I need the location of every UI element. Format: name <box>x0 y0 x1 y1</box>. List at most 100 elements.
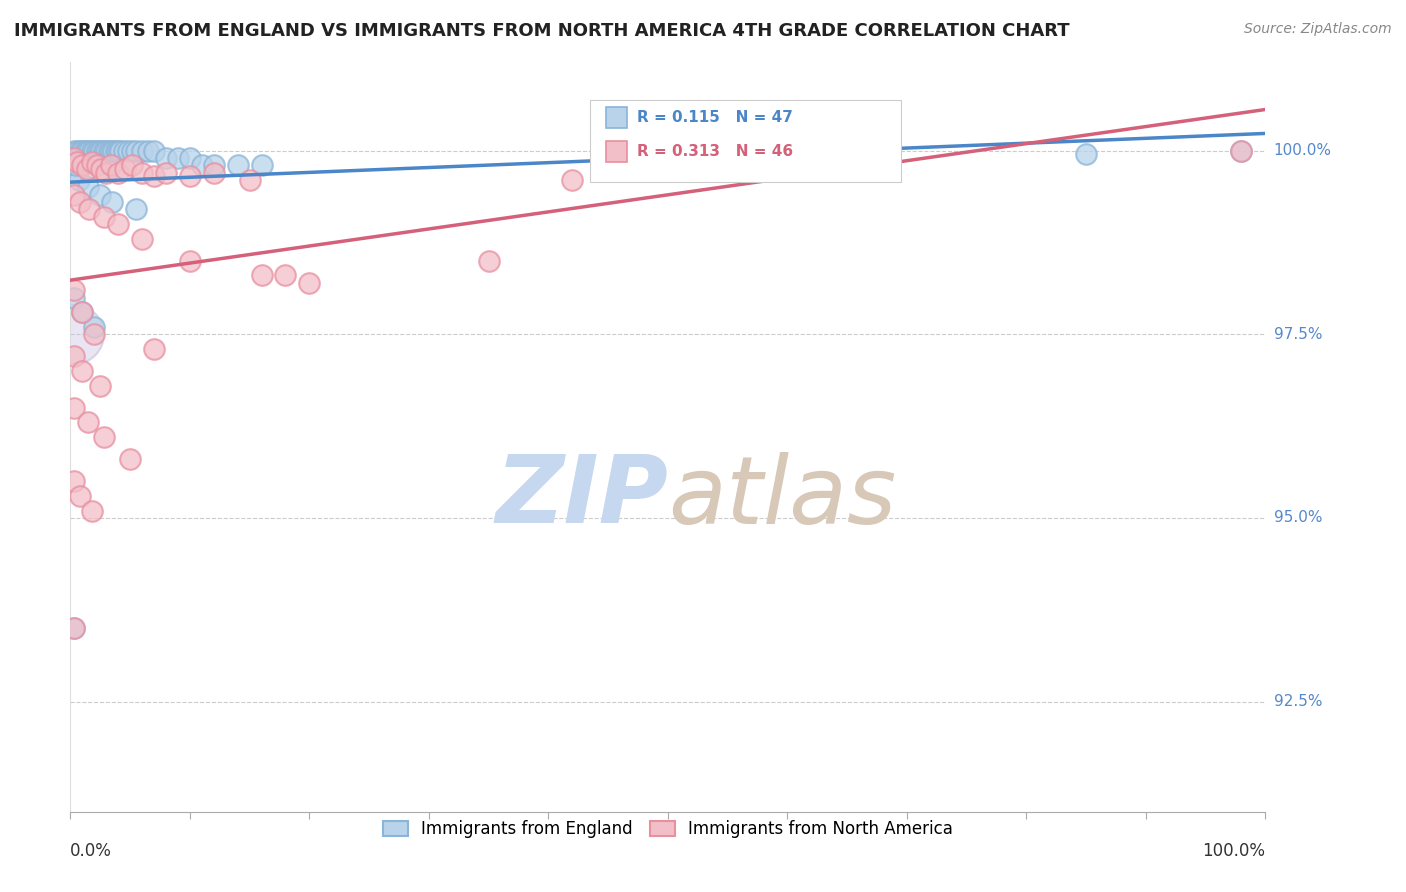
Point <box>1076 147 1098 161</box>
Point <box>1230 144 1253 158</box>
Point <box>136 144 159 158</box>
Point <box>143 169 166 184</box>
Point <box>76 161 98 176</box>
Point <box>69 489 91 503</box>
Text: IMMIGRANTS FROM ENGLAND VS IMMIGRANTS FROM NORTH AMERICA 4TH GRADE CORRELATION C: IMMIGRANTS FROM ENGLAND VS IMMIGRANTS FR… <box>14 22 1070 40</box>
Point <box>110 144 132 158</box>
Text: 97.5%: 97.5% <box>1274 326 1322 342</box>
Text: R = 0.313   N = 46: R = 0.313 N = 46 <box>637 145 793 159</box>
Point <box>66 144 89 158</box>
Point <box>202 166 225 180</box>
Point <box>63 144 86 158</box>
Point <box>179 169 201 184</box>
Point <box>131 232 153 246</box>
Point <box>298 276 321 290</box>
Point <box>83 327 105 342</box>
Point <box>76 144 98 158</box>
Point <box>274 268 297 283</box>
Point <box>63 474 86 488</box>
Point <box>131 144 153 158</box>
Point <box>83 144 105 158</box>
Point <box>70 305 93 319</box>
Point <box>63 283 86 297</box>
Point <box>80 144 103 158</box>
Text: R = 0.115   N = 47: R = 0.115 N = 47 <box>637 110 793 125</box>
Point <box>100 144 122 158</box>
Point <box>97 144 120 158</box>
Point <box>125 202 148 217</box>
Point <box>131 166 153 180</box>
Point <box>83 319 105 334</box>
Point <box>90 144 112 158</box>
FancyBboxPatch shape <box>606 141 627 162</box>
Point <box>93 144 115 158</box>
Point <box>103 144 125 158</box>
Point <box>202 158 225 172</box>
Point <box>90 161 112 176</box>
Point <box>107 217 129 231</box>
Text: 95.0%: 95.0% <box>1274 510 1322 525</box>
Point <box>143 342 166 356</box>
Point <box>104 144 127 158</box>
Point <box>143 144 166 158</box>
Point <box>70 144 93 158</box>
Point <box>63 621 86 635</box>
Point <box>70 305 93 319</box>
Point <box>86 158 108 172</box>
Point <box>63 401 86 415</box>
FancyBboxPatch shape <box>591 100 901 182</box>
Point <box>179 253 201 268</box>
Point <box>63 166 86 180</box>
Point <box>77 180 100 194</box>
Point <box>77 416 100 430</box>
Point <box>63 349 86 363</box>
Point <box>179 151 201 165</box>
Point <box>63 187 86 202</box>
Point <box>250 158 273 172</box>
Point <box>93 430 115 444</box>
Point <box>166 151 188 165</box>
Point <box>112 144 135 158</box>
Text: Source: ZipAtlas.com: Source: ZipAtlas.com <box>1244 22 1392 37</box>
Point <box>80 154 103 169</box>
Point <box>226 158 249 172</box>
FancyBboxPatch shape <box>606 107 627 128</box>
Text: 0.0%: 0.0% <box>70 842 112 860</box>
Point <box>63 291 86 305</box>
Legend: Immigrants from England, Immigrants from North America: Immigrants from England, Immigrants from… <box>377 814 959 845</box>
Point <box>561 173 583 187</box>
Point <box>114 161 136 176</box>
Point <box>79 144 101 158</box>
Point <box>120 452 141 467</box>
Point <box>63 621 86 635</box>
Point <box>73 144 96 158</box>
Text: ZIP: ZIP <box>495 451 668 543</box>
Point <box>69 194 91 209</box>
Point <box>63 151 86 165</box>
Point <box>80 503 103 517</box>
Text: 100.0%: 100.0% <box>1202 842 1265 860</box>
Point <box>96 166 117 180</box>
Point <box>250 268 273 283</box>
Point <box>93 210 115 224</box>
Point <box>191 158 214 172</box>
Point <box>121 158 143 172</box>
Point <box>87 144 110 158</box>
Point <box>101 194 124 209</box>
Point <box>66 154 89 169</box>
Point <box>478 253 501 268</box>
Point <box>65 158 87 172</box>
Text: 92.5%: 92.5% <box>1274 694 1322 709</box>
Point <box>69 144 91 158</box>
Point <box>107 144 129 158</box>
Point <box>155 166 177 180</box>
Point <box>96 144 117 158</box>
Point <box>125 144 148 158</box>
Point <box>89 378 111 392</box>
Point <box>239 173 262 187</box>
Point <box>117 144 139 158</box>
Point <box>70 158 93 172</box>
Point <box>100 158 122 172</box>
Point <box>67 173 90 187</box>
Point <box>70 364 93 378</box>
